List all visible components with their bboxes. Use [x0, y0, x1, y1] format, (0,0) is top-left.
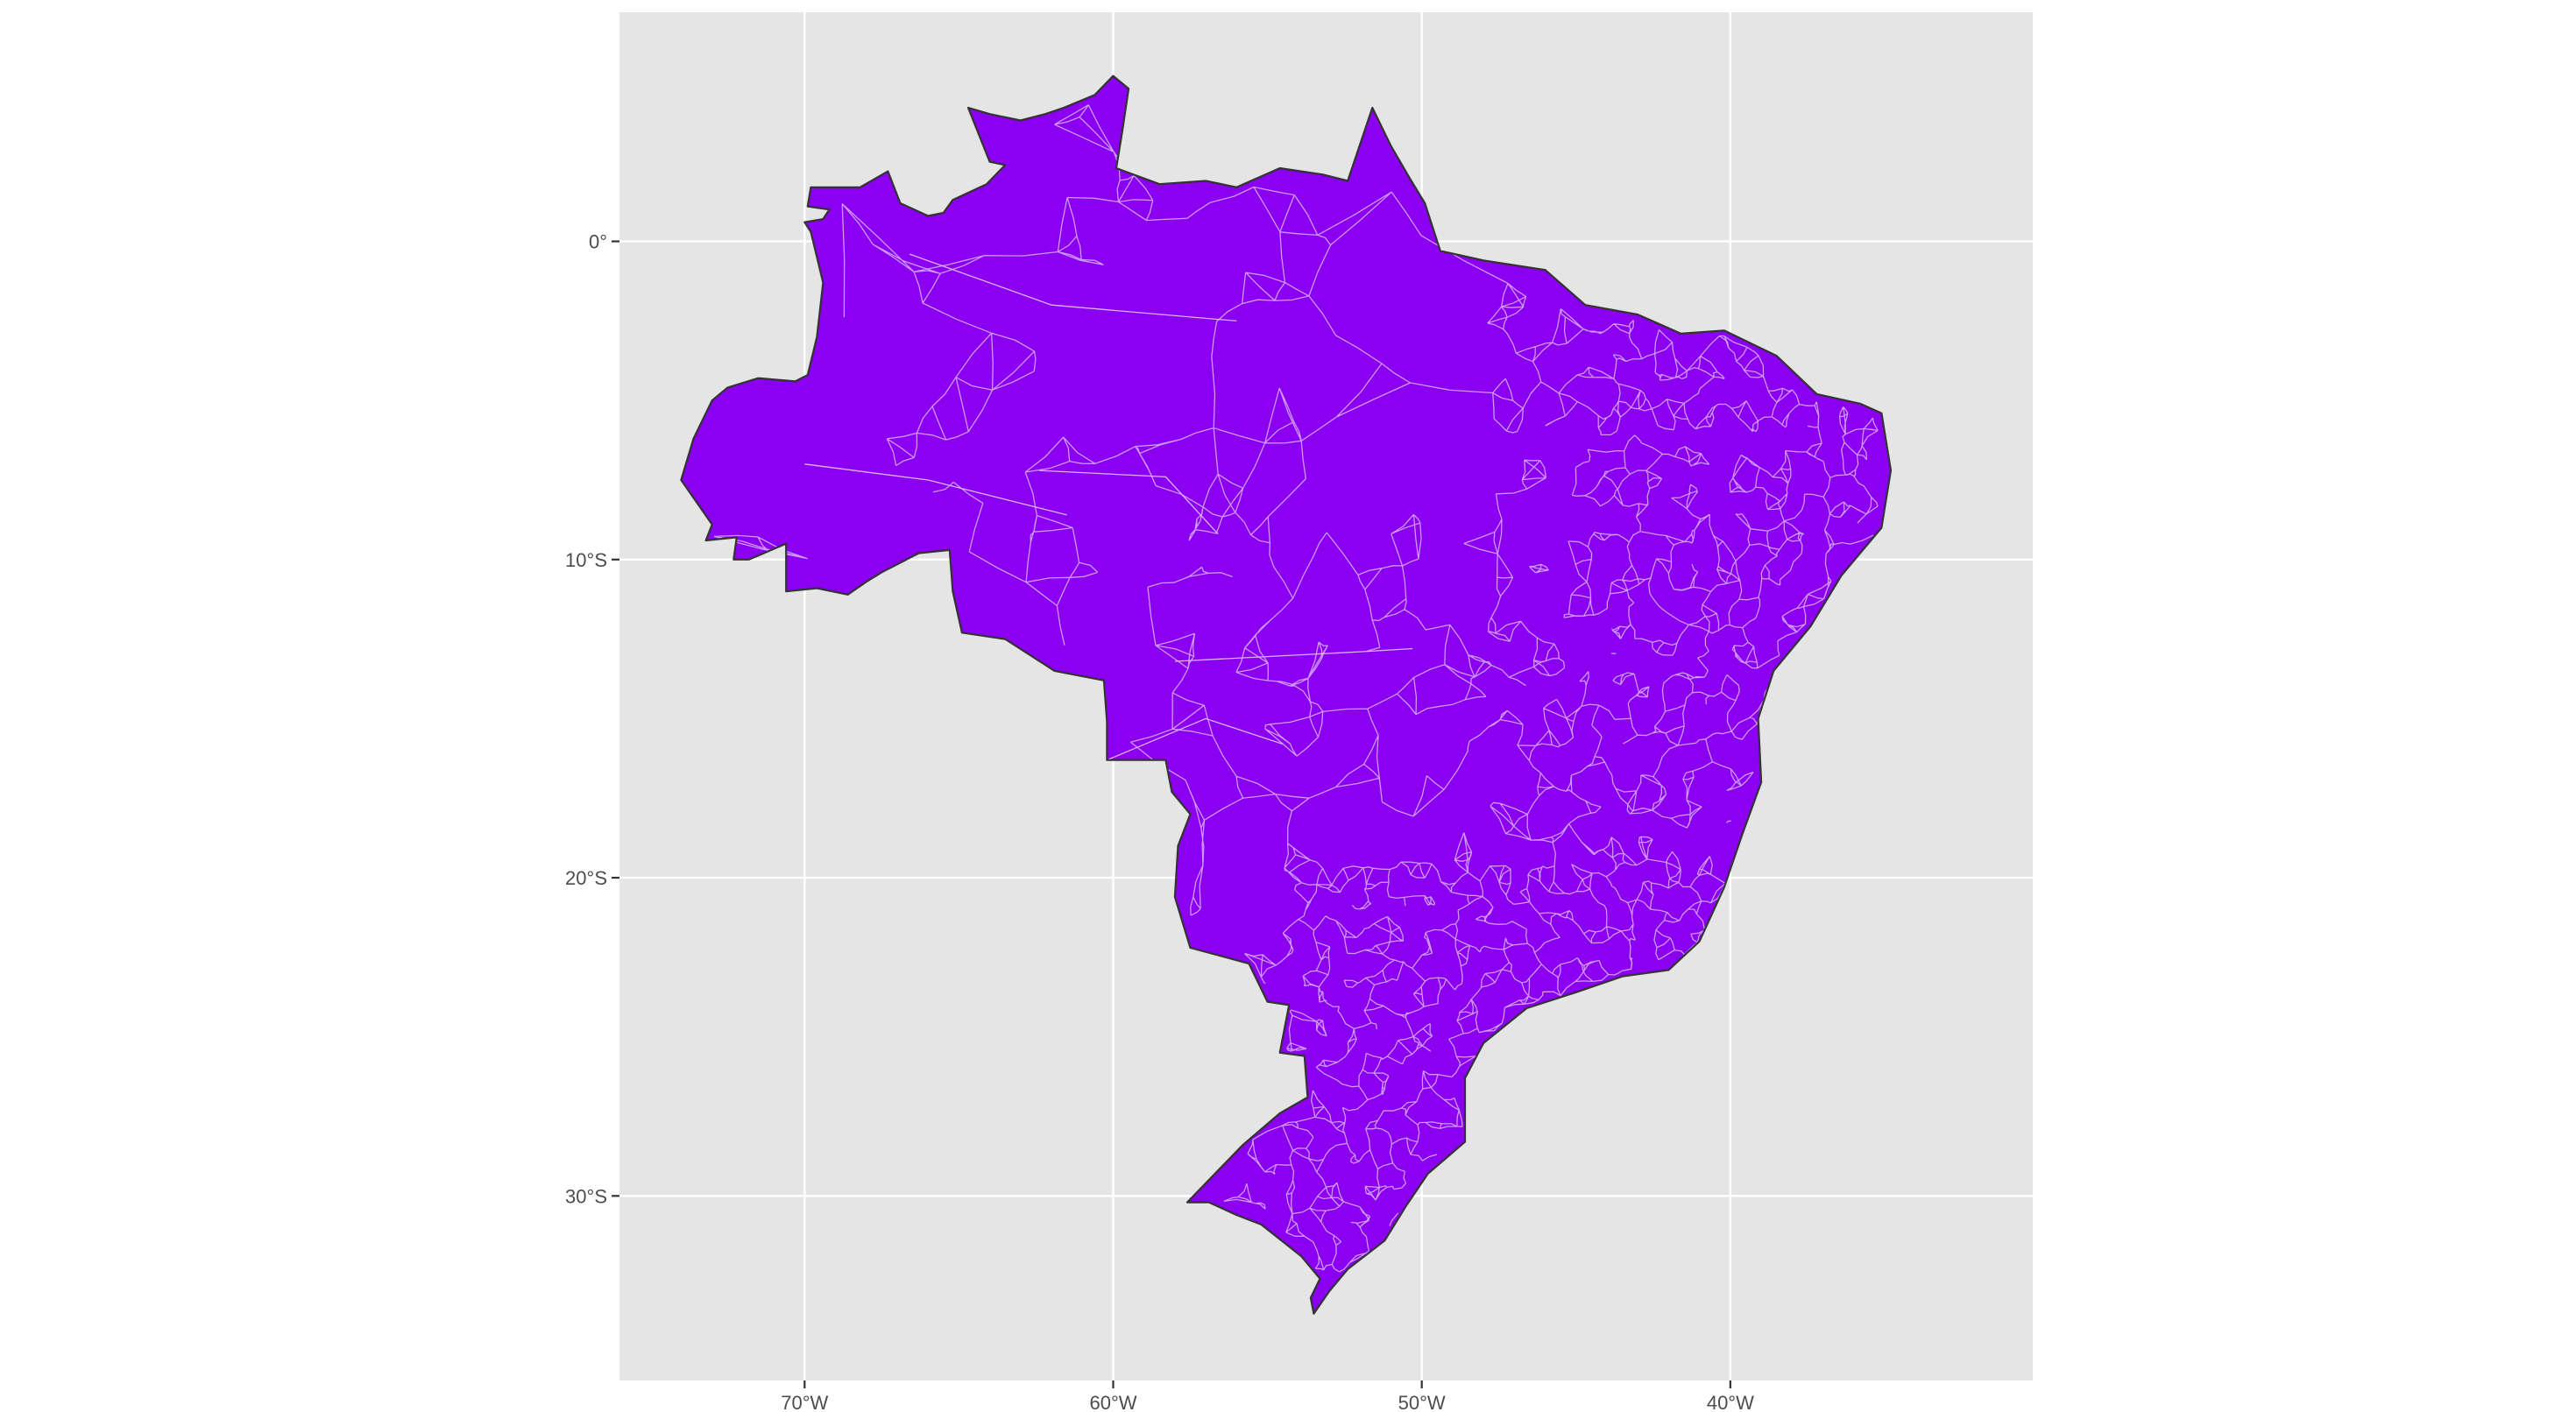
- x-tick-label-2: 50°W: [1398, 1392, 1446, 1412]
- municipality-border-lines: [713, 104, 1879, 1273]
- y-axis: 0° 10°S 20°S 30°S: [565, 231, 619, 1207]
- region-divide-1: [1038, 469, 1219, 535]
- y-tick-label-0: 0°: [589, 231, 607, 253]
- region-divide-0: [1174, 647, 1413, 662]
- x-axis: 70°W 60°W 50°W 40°W: [781, 1380, 1754, 1412]
- y-tick-label-2: 20°S: [565, 867, 607, 889]
- x-tick-label-3: 40°W: [1707, 1392, 1754, 1412]
- y-tick-label-3: 30°S: [565, 1185, 607, 1207]
- x-tick-label-1: 60°W: [1089, 1392, 1136, 1412]
- brazil-outline: [680, 74, 1893, 1315]
- municipality-borders: [713, 104, 1879, 1273]
- x-tick-label-0: 70°W: [781, 1392, 828, 1412]
- brazil-fill: [681, 75, 1891, 1314]
- region-divide-4: [804, 463, 1067, 516]
- region-divide-2: [909, 253, 1237, 322]
- y-tick-label-1: 10°S: [565, 549, 607, 571]
- region-divide-3: [1107, 717, 1284, 761]
